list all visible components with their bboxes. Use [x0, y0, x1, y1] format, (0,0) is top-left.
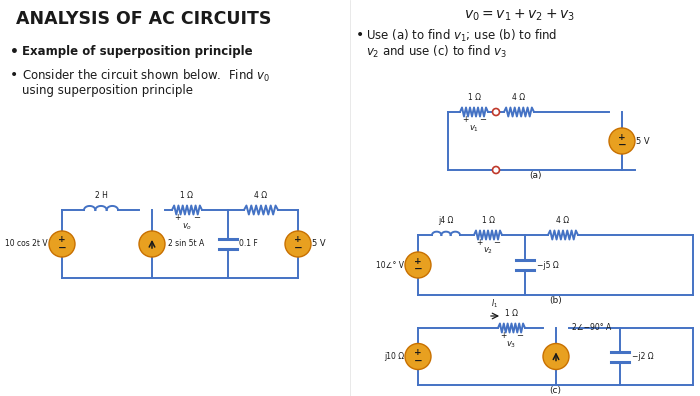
Text: 10 cos 2t V: 10 cos 2t V — [6, 240, 48, 249]
Circle shape — [405, 343, 431, 369]
Text: ANALYSIS OF AC CIRCUITS: ANALYSIS OF AC CIRCUITS — [16, 10, 272, 28]
Text: •: • — [356, 28, 364, 42]
Text: −: − — [479, 115, 486, 124]
Text: j4 Ω: j4 Ω — [438, 216, 454, 225]
Text: −j5 Ω: −j5 Ω — [537, 261, 559, 270]
Circle shape — [609, 128, 635, 154]
Text: (a): (a) — [528, 171, 541, 180]
Text: −: − — [617, 140, 626, 150]
Text: 1 Ω: 1 Ω — [505, 309, 518, 318]
Text: 2 H: 2 H — [94, 191, 107, 200]
Text: +: + — [294, 236, 302, 244]
Circle shape — [543, 343, 569, 369]
Text: 1 Ω: 1 Ω — [468, 93, 480, 102]
Text: −: − — [193, 213, 200, 222]
Text: 1 Ω: 1 Ω — [181, 191, 193, 200]
Text: $v_1$: $v_1$ — [469, 124, 479, 135]
Text: 4 Ω: 4 Ω — [556, 216, 570, 225]
Text: 5 V: 5 V — [312, 240, 326, 249]
Text: +: + — [476, 238, 482, 247]
Text: −: − — [57, 243, 66, 253]
Text: +: + — [618, 133, 626, 141]
Text: −: − — [516, 331, 523, 340]
Text: +: + — [58, 236, 66, 244]
Text: (b): (b) — [549, 296, 562, 305]
Text: Use (a) to find $v_1$; use (b) to find: Use (a) to find $v_1$; use (b) to find — [366, 28, 557, 44]
Text: +: + — [414, 348, 422, 357]
Text: •: • — [10, 68, 18, 82]
Text: −: − — [414, 356, 422, 366]
Text: 4 Ω: 4 Ω — [512, 93, 526, 102]
Text: −: − — [414, 264, 422, 274]
Text: −: − — [493, 238, 500, 247]
Circle shape — [139, 231, 165, 257]
Text: 5 V: 5 V — [636, 137, 650, 145]
Text: +: + — [414, 257, 422, 265]
Text: $v_2$ and use (c) to find $v_3$: $v_2$ and use (c) to find $v_3$ — [366, 44, 507, 60]
Text: 2∠−90° A: 2∠−90° A — [572, 323, 611, 332]
Text: 4 Ω: 4 Ω — [254, 191, 267, 200]
Text: using superposition principle: using superposition principle — [22, 84, 193, 97]
Circle shape — [493, 109, 500, 116]
Text: 2 sin 5t A: 2 sin 5t A — [168, 240, 204, 249]
Text: $v_0 = v_1 + v_2 + v_3$: $v_0 = v_1 + v_2 + v_3$ — [465, 8, 575, 23]
Text: 1 Ω: 1 Ω — [482, 216, 494, 225]
Text: +: + — [462, 115, 468, 124]
Text: $I_1$: $I_1$ — [491, 297, 498, 310]
Circle shape — [49, 231, 75, 257]
Text: 0.1 F: 0.1 F — [239, 240, 258, 249]
Text: −j2 Ω: −j2 Ω — [632, 352, 654, 361]
Text: $v_o$: $v_o$ — [182, 222, 192, 232]
Text: $v_2$: $v_2$ — [483, 246, 493, 257]
Circle shape — [405, 252, 431, 278]
Text: 10∠° V: 10∠° V — [376, 261, 404, 270]
Text: +: + — [500, 331, 506, 340]
Text: +: + — [174, 213, 181, 222]
Circle shape — [285, 231, 311, 257]
Text: j10 Ω: j10 Ω — [384, 352, 404, 361]
Text: •: • — [10, 45, 19, 59]
Text: $v_3$: $v_3$ — [506, 339, 517, 350]
Text: (c): (c) — [550, 386, 561, 395]
Text: −: − — [293, 243, 302, 253]
Circle shape — [493, 166, 500, 173]
Text: Example of superposition principle: Example of superposition principle — [22, 45, 253, 58]
Text: Consider the circuit shown below.  Find $v_0$: Consider the circuit shown below. Find $… — [22, 68, 270, 84]
